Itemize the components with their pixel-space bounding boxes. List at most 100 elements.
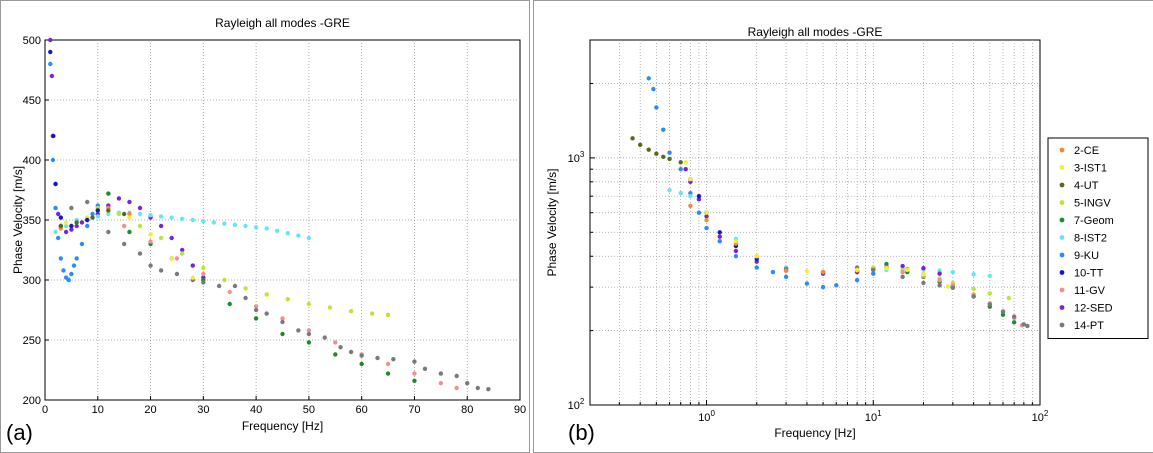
chart-a-point	[243, 295, 248, 301]
chart-a-point	[385, 371, 391, 376]
chart-a-point	[412, 378, 417, 383]
chart-b-point	[770, 269, 776, 275]
chart-b-point	[1011, 320, 1017, 325]
chart-a-point	[280, 331, 285, 337]
chart-b-point	[688, 203, 693, 208]
chart-a-xtick-label: 80	[461, 404, 473, 416]
chart-a-point	[359, 353, 364, 358]
chart-a-xtick-label: 50	[303, 404, 315, 416]
chart-b-title: Rayleigh all modes -GRE	[748, 25, 883, 39]
chart-a-point	[201, 271, 206, 277]
chart-a-point	[148, 239, 153, 244]
chart-a-point	[66, 277, 71, 283]
chart-a-ytick-label: 400	[23, 155, 41, 167]
chart-a-point	[333, 352, 338, 357]
chart-a-point	[438, 371, 444, 376]
chart-a-point	[48, 61, 53, 67]
chart-a-point	[243, 286, 248, 291]
chart-b-legend-marker	[1059, 217, 1065, 223]
chart-a-point	[116, 211, 122, 217]
chart-a-point	[106, 191, 111, 196]
chart-a-point	[121, 211, 127, 217]
chart-a-ytick-label: 500	[23, 35, 41, 47]
chart-b-xtick-label: 101	[865, 409, 882, 424]
chart-b-point	[733, 239, 739, 244]
chart-b-point	[854, 277, 860, 283]
chart-a-point	[412, 371, 417, 376]
chart-b-legend-label: 3-IST1	[1074, 163, 1107, 175]
chart-a-xtick-label: 0	[42, 404, 48, 416]
chart-a-point	[280, 316, 285, 321]
chart-b-legend-marker	[1059, 165, 1065, 170]
chart-b-point	[717, 234, 722, 239]
chart-a-point	[106, 208, 111, 213]
chart-b-legend-marker	[1059, 235, 1065, 240]
chart-a-point	[158, 214, 164, 219]
chart-a-point	[190, 275, 195, 280]
chart-a-point	[253, 304, 259, 309]
chart-a-xtick-label: 10	[92, 404, 104, 416]
chart-a-point	[85, 199, 90, 205]
chart-a-point	[253, 225, 259, 230]
chart-b-ytick-label: 102	[568, 397, 585, 412]
chart-a-point	[264, 292, 269, 297]
chart-b-point	[1021, 322, 1027, 327]
chart-b-legend-label: 5-INGV	[1074, 198, 1111, 210]
chart-a-series-5-INGV	[95, 205, 391, 317]
chart-a-xtick-label: 20	[144, 404, 156, 416]
chart-a-xlabel: Frequency [Hz]	[242, 419, 323, 433]
chart-a-point	[127, 199, 132, 205]
chart-a-point	[127, 229, 132, 235]
chart-b-point	[1025, 323, 1030, 329]
chart-a-point	[306, 301, 312, 307]
chart-a-point	[232, 222, 238, 227]
chart-a-point	[79, 220, 85, 225]
chart-a-point	[201, 219, 206, 224]
chart-a-point	[306, 328, 312, 333]
chart-b-point	[646, 147, 651, 152]
chart-a-point	[338, 345, 343, 350]
chart-b-point	[804, 268, 810, 274]
chart-a-point	[53, 181, 58, 187]
chart-a-xtick-label: 60	[356, 404, 368, 416]
chart-a-point	[169, 256, 174, 261]
chart-b-point	[921, 280, 926, 286]
chart-b-point	[637, 142, 643, 147]
chart-b-point	[950, 285, 956, 291]
chart-a-point	[137, 251, 143, 256]
chart-a-point	[74, 223, 79, 229]
chart-b-point	[783, 268, 789, 273]
chart-a-point	[222, 221, 227, 226]
chart-a-point	[306, 235, 312, 241]
chart-b-point	[630, 136, 635, 141]
chart-a-point	[375, 355, 380, 361]
chart-b-point	[654, 151, 659, 156]
chart-b-point	[987, 291, 993, 296]
chart-a-ylabel: Phase Velocity [m/s]	[11, 166, 25, 274]
chart-b-point	[688, 193, 693, 199]
chart-a-point	[121, 241, 127, 247]
chart-b-point	[651, 86, 656, 92]
chart-a-xtick-label: 70	[408, 404, 420, 416]
chart-a-point	[49, 73, 55, 79]
chart-a-point	[90, 211, 95, 217]
chart-a-point	[53, 229, 58, 235]
chart-a-point	[190, 263, 195, 268]
chart-b-point	[704, 217, 709, 223]
chart-b-point	[905, 267, 910, 273]
chart-b-xtick-label: 100	[698, 409, 715, 424]
chart-a-point	[85, 223, 90, 229]
chart-b-point	[654, 105, 659, 110]
chart-b-point	[971, 286, 976, 292]
chart-b-point	[804, 281, 810, 286]
chart-b-point	[688, 190, 693, 196]
chart-a-point	[127, 215, 132, 220]
chart-a-point	[148, 232, 153, 237]
chart-a-point	[127, 211, 132, 217]
chart-b-legend-label: 12-SED	[1074, 303, 1113, 315]
chart-a-point	[50, 133, 56, 139]
chart-b-legend-marker	[1059, 200, 1065, 205]
chart-a-point	[180, 251, 185, 256]
chart-a-point	[280, 319, 285, 325]
